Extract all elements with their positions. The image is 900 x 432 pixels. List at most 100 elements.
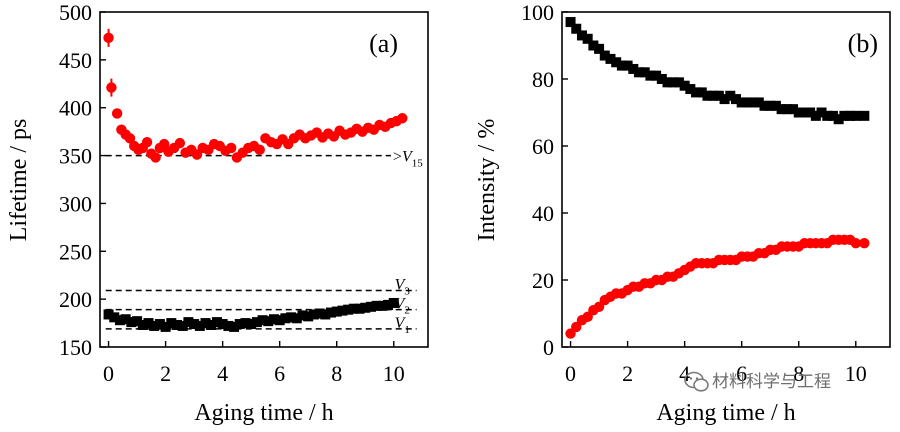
x-tick-label: 2: [622, 361, 633, 386]
data-point-black: [246, 319, 257, 330]
data-point-black: [297, 310, 308, 321]
data-point-black: [326, 307, 337, 318]
x-tick-label: 8: [793, 361, 804, 386]
data-point-black: [748, 97, 759, 108]
wechat-icon: [684, 371, 709, 392]
reference-label-V15: >V15: [393, 149, 423, 170]
data-point-black: [788, 104, 799, 115]
data-point-black: [206, 319, 217, 330]
watermark-text: 材料科学与工程: [712, 372, 831, 392]
data-point-black: [240, 318, 251, 329]
panel-a-black-series: [103, 297, 399, 332]
data-point-black: [696, 87, 707, 98]
data-point-black: [845, 110, 856, 121]
y-tick-label: 250: [59, 239, 92, 264]
data-point-black: [730, 94, 741, 105]
data-point-black: [673, 77, 684, 88]
y-tick-label: 450: [59, 48, 92, 73]
data-point-black: [280, 313, 291, 324]
data-point-black: [776, 104, 787, 115]
reference-label-subscript: 3: [404, 286, 410, 298]
data-point-black: [668, 77, 679, 88]
data-point-black: [126, 317, 137, 328]
data-point-black: [154, 319, 165, 330]
x-tick-label: 2: [160, 361, 171, 386]
data-point-black: [833, 114, 844, 125]
data-point-black: [291, 313, 302, 324]
data-point-black: [793, 107, 804, 118]
data-point-black: [605, 53, 616, 64]
data-point-black: [691, 87, 702, 98]
data-point-black: [234, 319, 245, 330]
data-point-black: [263, 316, 274, 327]
panel-b-black-series: [565, 17, 870, 125]
data-point-black: [143, 318, 154, 329]
panel-b-frame: [561, 11, 891, 348]
x-tick-label: 0: [565, 361, 576, 386]
data-point-black: [114, 315, 125, 326]
data-point-red: [141, 136, 153, 148]
y-tick-label: 300: [59, 191, 92, 216]
panel-a-label: (a): [369, 29, 398, 58]
data-point-black: [217, 319, 228, 330]
watermark: 材料科学与工程: [684, 371, 831, 392]
panel-b-label: (b): [848, 29, 878, 58]
data-point-black: [599, 50, 610, 61]
data-point-black: [822, 110, 833, 121]
reference-label-subscript: 2: [404, 305, 410, 317]
data-point-black: [229, 321, 240, 332]
data-point-black: [651, 70, 662, 81]
reference-label-main: V: [402, 149, 414, 166]
data-point-black: [799, 107, 810, 118]
data-point-red: [106, 82, 117, 93]
data-point-black: [343, 304, 354, 315]
y-tick-label: 60: [532, 134, 554, 159]
data-point-black: [331, 306, 342, 317]
data-point-black: [639, 67, 650, 78]
data-point-black: [576, 30, 587, 41]
data-point-black: [223, 320, 234, 331]
data-point-black: [137, 319, 148, 330]
data-point-black: [725, 90, 736, 101]
data-point-black: [611, 57, 622, 68]
x-tick-label: 6: [736, 361, 747, 386]
data-point-black: [200, 318, 211, 329]
data-point-black: [622, 60, 633, 71]
data-point-red: [397, 113, 408, 124]
data-point-black: [656, 74, 667, 84]
y-tick-label: 150: [59, 335, 92, 360]
data-point-black: [685, 84, 696, 95]
data-point-black: [320, 309, 331, 320]
data-point-black: [770, 100, 781, 111]
data-point-black: [149, 320, 160, 331]
data-point-black: [708, 90, 719, 101]
data-point-black: [183, 317, 194, 328]
panel-b-x-axis-title: Aging time / h: [656, 400, 795, 426]
panel-a-x-ticks: 0 2 4 6 8 10: [103, 341, 405, 386]
x-tick-label: 10: [845, 361, 867, 386]
data-point-black: [360, 302, 371, 313]
panel-b-y-ticks: 0 20 40 60 80 100: [521, 0, 568, 360]
y-tick-label: 350: [59, 144, 92, 169]
data-point-black: [337, 305, 348, 316]
reference-label-subscript: 1: [404, 324, 410, 336]
data-point-black: [645, 70, 656, 81]
y-tick-label: 20: [532, 268, 554, 293]
panel-b-red-series: [565, 234, 870, 339]
x-tick-label: 0: [103, 361, 114, 386]
x-tick-label: 4: [217, 361, 228, 386]
data-point-black: [628, 63, 639, 74]
panel-b-y-axis-title: Intensity / %: [474, 119, 500, 242]
data-point-black: [383, 299, 394, 310]
reference-label-V3: V3: [395, 277, 411, 298]
data-point-black: [166, 318, 177, 329]
data-point-black: [348, 303, 359, 314]
data-point-black: [679, 80, 690, 91]
data-point-black: [274, 315, 285, 326]
y-tick-label: 40: [532, 201, 554, 226]
